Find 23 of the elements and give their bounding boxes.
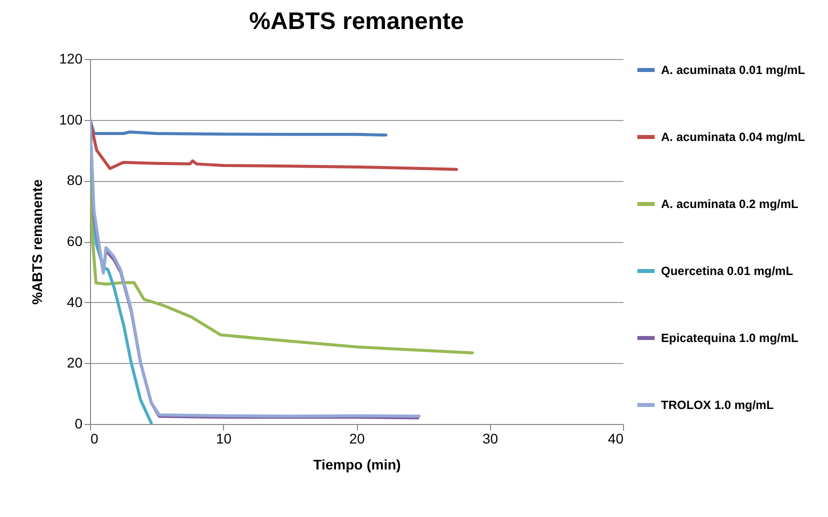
y-tick-label: 100 — [59, 111, 83, 128]
legend-label: TROLOX 1.0 mg/mL — [661, 398, 774, 412]
x-tick-label: 0 — [90, 430, 98, 446]
x-tick-label: 10 — [216, 430, 232, 446]
y-tick-label: 120 — [59, 50, 83, 66]
legend-label: A. acuminata 0.01 mg/mL — [661, 63, 806, 77]
y-tick-label: 60 — [66, 233, 83, 249]
x-tick-label: 30 — [482, 430, 498, 446]
chart-title: %ABTS remanente — [249, 8, 464, 35]
y-axis-title: %ABTS remanente — [29, 179, 46, 305]
y-tick-label: 80 — [66, 172, 83, 188]
y-tick-label: 20 — [66, 354, 83, 371]
legend-label: A. acuminata 0.2 mg/mL — [661, 197, 798, 211]
y-tick-label: 0 — [74, 416, 83, 432]
y-tick-label: 40 — [66, 294, 83, 310]
legend-label: Epicatequina 1.0 mg/mL — [661, 331, 798, 345]
line-series — [90, 118, 388, 137]
x-tick-label: 20 — [349, 430, 365, 446]
legend-label: A. acuminata 0.04 mg/mL — [661, 130, 806, 144]
x-axis-title: Tiempo (min) — [313, 456, 401, 472]
legend-label: Quercetina 0.01 mg/mL — [661, 264, 794, 278]
line-series — [90, 118, 458, 171]
x-tick-label: 40 — [608, 430, 624, 446]
